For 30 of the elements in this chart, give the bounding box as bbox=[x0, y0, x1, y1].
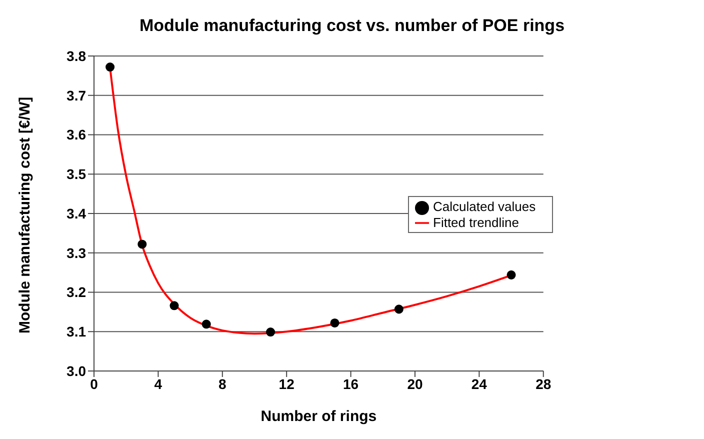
x-tick-label: 28 bbox=[536, 376, 552, 392]
legend-label: Calculated values bbox=[433, 199, 536, 214]
y-tick-label: 3.7 bbox=[66, 87, 86, 104]
chart-title: Module manufacturing cost vs. number of POE rings bbox=[138, 15, 566, 37]
point bbox=[506, 270, 516, 280]
x-tick-label: 24 bbox=[471, 376, 488, 392]
y-tick-label: 3.2 bbox=[66, 284, 86, 300]
y-tick-label: 3.8 bbox=[66, 48, 86, 64]
y-tick-label: 3.3 bbox=[66, 244, 86, 261]
y-tick-label: 3.1 bbox=[66, 324, 86, 340]
x-tick-label: 12 bbox=[278, 376, 295, 392]
x-tick-label: 0 bbox=[90, 376, 98, 392]
y-tick-label: 3.0 bbox=[66, 362, 86, 379]
y-tick-label: 3.4 bbox=[66, 205, 86, 222]
point bbox=[266, 328, 276, 337]
legend-label: Fitted trendline bbox=[433, 214, 519, 230]
point bbox=[170, 301, 179, 310]
x-tick-label: 4 bbox=[154, 376, 162, 392]
y-tick-label: 3.6 bbox=[66, 126, 86, 143]
point bbox=[202, 320, 211, 329]
point bbox=[394, 304, 404, 314]
y-tick-label: 3.5 bbox=[66, 166, 86, 182]
x-tick-label: 20 bbox=[407, 376, 423, 392]
x-tick-label: 16 bbox=[342, 376, 359, 392]
x-tick-label: 8 bbox=[218, 376, 226, 392]
point bbox=[138, 240, 147, 249]
y-axis-title: Module manufacturing cost [€/W] bbox=[16, 96, 34, 334]
point bbox=[106, 62, 115, 72]
point bbox=[330, 318, 340, 328]
x-axis-title: Number of rings bbox=[260, 408, 377, 425]
